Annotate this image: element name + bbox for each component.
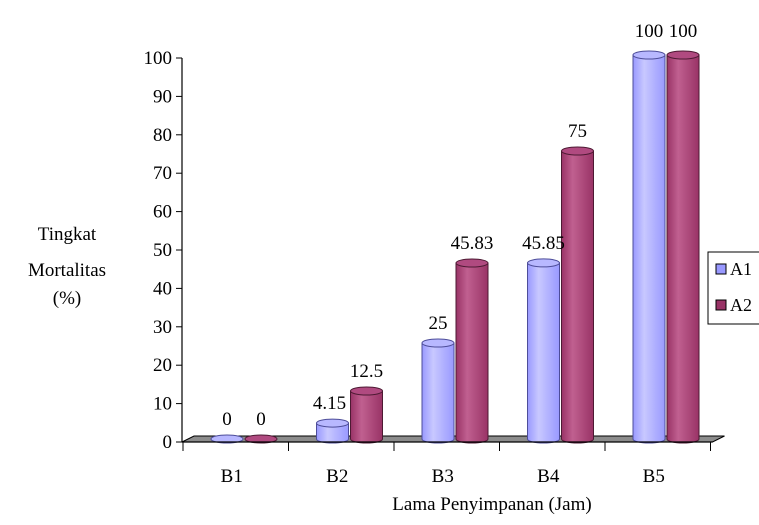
data-label-a1-b4: 45.85 [522, 233, 565, 254]
y-tick-label: 0 [163, 432, 173, 453]
data-label-a1-b2: 4.15 [313, 393, 346, 414]
x-tick-label: B3 [432, 466, 454, 487]
data-label-a2-b2: 12.5 [350, 361, 383, 382]
y-tick-label: 70 [153, 163, 172, 184]
x-axis-title: Lama Penyimpanan (Jam) [392, 494, 591, 515]
y-tick-label: 40 [153, 278, 172, 299]
bars [210, 50, 700, 444]
bar-a2-b5 [666, 50, 700, 444]
data-label-a2-b4: 75 [568, 121, 587, 142]
legend-swatch-a1 [715, 263, 727, 275]
bar-a2-b2 [350, 386, 383, 444]
bar-a1-b1 [210, 434, 244, 444]
y-tick-label: 10 [153, 394, 172, 415]
y-tick-label: 50 [153, 240, 172, 261]
y-tick-label: 90 [153, 86, 172, 107]
y-axis: 0 10 20 30 40 50 60 70 80 90 100 [144, 48, 183, 453]
y-tick-label: 80 [153, 125, 172, 146]
data-label-a1-b1: 0 [222, 409, 232, 430]
y-axis-title-line-1: Tingkat [38, 224, 97, 245]
bar-a2-b3 [455, 258, 489, 444]
y-tick-label: 30 [153, 317, 172, 338]
bar-a2-b1 [244, 434, 278, 444]
bar-a1-b4 [527, 258, 560, 444]
x-tick-label: B5 [643, 466, 665, 487]
y-axis-title-line-2: Mortalitas [28, 260, 106, 281]
legend-label-a2: A2 [730, 295, 752, 315]
x-tick-label: B1 [221, 466, 243, 487]
data-label-a1-b3: 25 [429, 313, 448, 334]
bar-a2-b4 [561, 146, 594, 444]
legend: A1 A2 [707, 251, 759, 325]
bar-a1-b3 [421, 338, 455, 444]
y-axis-title-line-3: (%) [53, 288, 81, 309]
x-tick-label: B2 [326, 466, 348, 487]
y-tick-label: 100 [144, 48, 173, 69]
bar-a1-b5 [632, 50, 666, 444]
x-axis: B1 B2 B3 B4 B5 [182, 441, 713, 487]
data-label-a2-b3: 45.83 [451, 233, 494, 254]
y-tick-label: 60 [153, 202, 172, 223]
data-label-a1-b5: 100 [635, 21, 664, 42]
bar-a1-b2 [316, 418, 349, 444]
x-tick-label: B4 [537, 466, 560, 487]
y-tick-label: 20 [153, 355, 172, 376]
legend-label-a1: A1 [730, 259, 752, 279]
data-label-a2-b1: 0 [256, 409, 266, 430]
legend-swatch-a2 [715, 299, 727, 311]
data-label-a2-b5: 100 [669, 21, 698, 42]
